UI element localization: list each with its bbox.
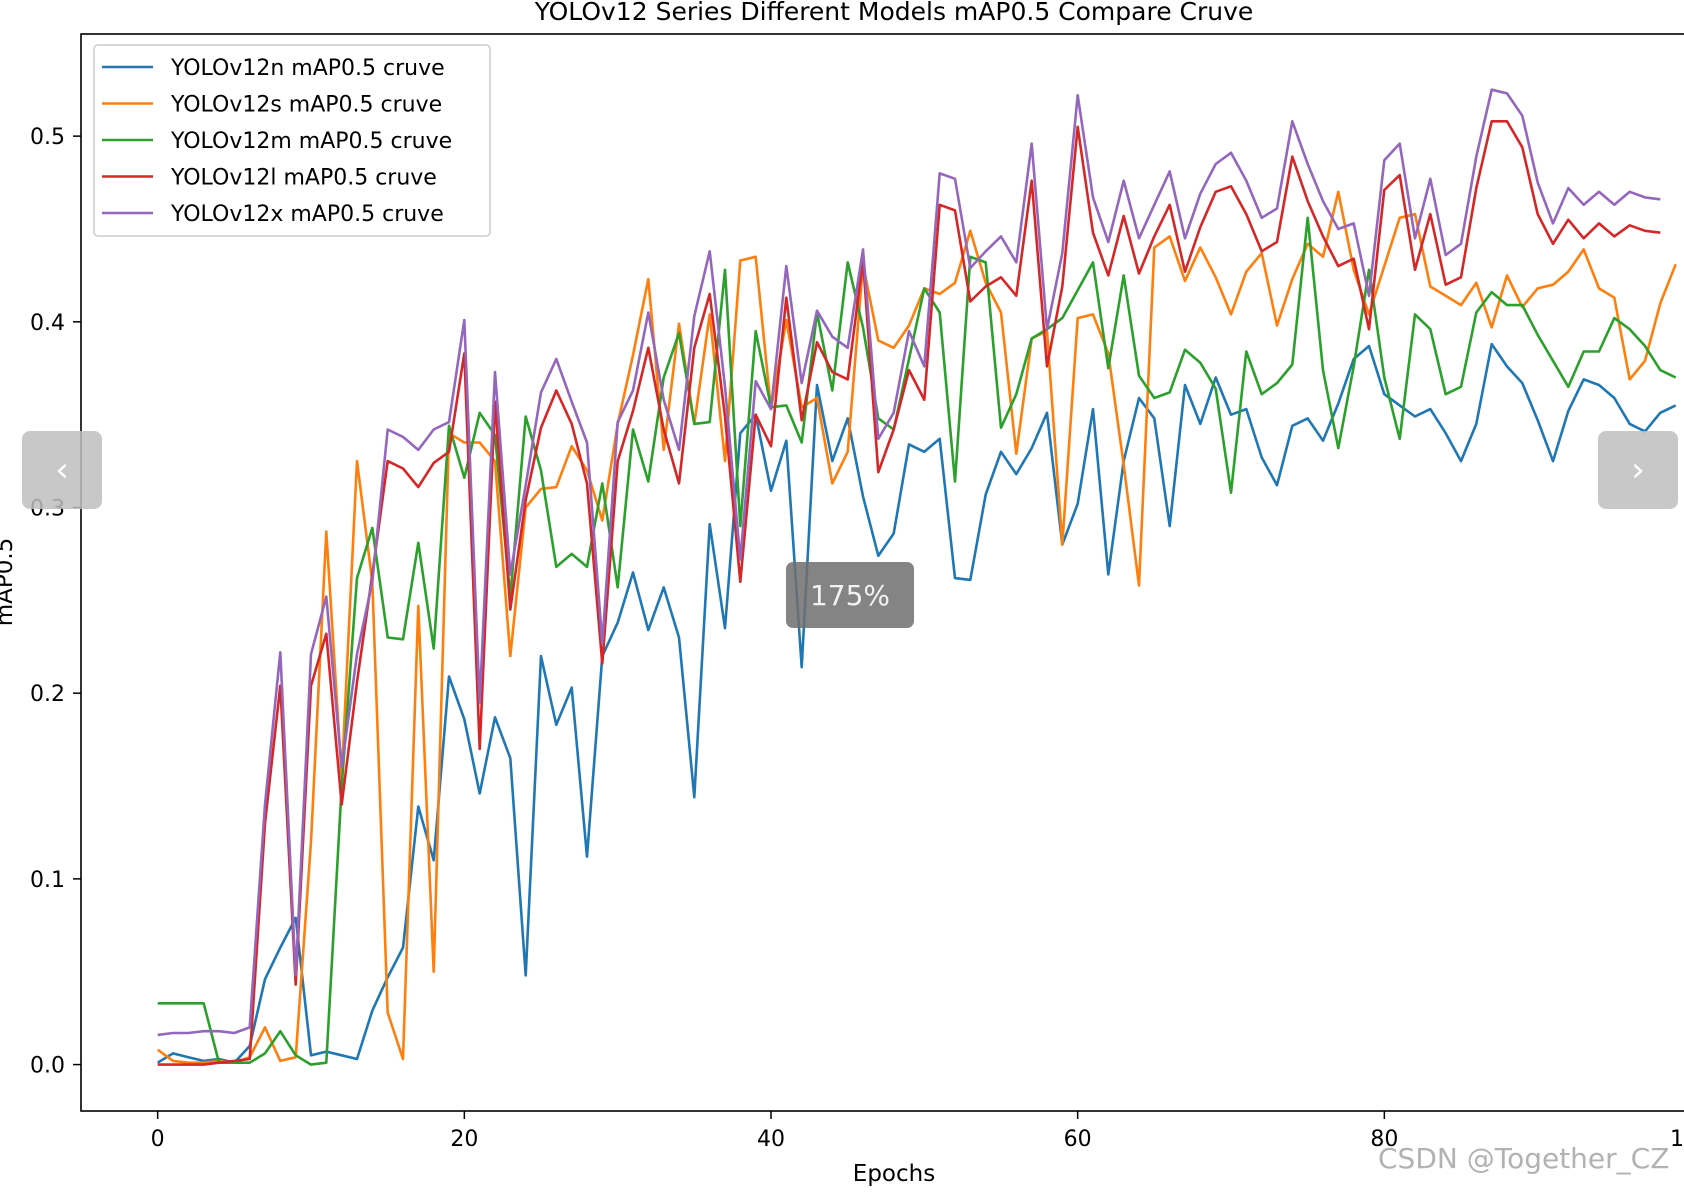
x-tick-label-4: 80 bbox=[1370, 1127, 1398, 1152]
y-tick-label-5: 0.5 bbox=[30, 125, 65, 150]
legend-label-4: YOLOv12x mAP0.5 cruve bbox=[170, 202, 444, 227]
legend-label-1: YOLOv12s mAP0.5 cruve bbox=[170, 93, 442, 118]
x-tick-label-3: 60 bbox=[1064, 1127, 1092, 1152]
y-tick-label-4: 0.4 bbox=[30, 311, 65, 336]
previous-image-button[interactable]: ‹ bbox=[22, 431, 102, 509]
series-line-3 bbox=[157, 120, 1661, 1066]
next-image-button[interactable]: › bbox=[1598, 431, 1678, 509]
legend-label-2: YOLOv12m mAP0.5 cruve bbox=[170, 129, 452, 154]
axis-ticks: 0204060801000.00.10.20.30.40.5 bbox=[30, 125, 1684, 1152]
x-tick-label-0: 0 bbox=[151, 1127, 165, 1152]
plot-area-frame bbox=[80, 33, 1684, 1112]
series-line-2 bbox=[157, 216, 1677, 1066]
x-axis-label: Epochs bbox=[853, 1161, 935, 1187]
legend-label-0: YOLOv12n mAP0.5 cruve bbox=[170, 56, 445, 81]
series-line-4 bbox=[157, 88, 1661, 1037]
series-lines bbox=[156, 88, 1677, 1066]
y-tick-label-2: 0.2 bbox=[30, 682, 65, 707]
legend-label-3: YOLOv12l mAP0.5 cruve bbox=[170, 166, 437, 191]
chevron-left-icon: ‹ bbox=[55, 450, 69, 490]
chart-title: YOLOv12 Series Different Models mAP0.5 C… bbox=[534, 0, 1254, 26]
legend-box bbox=[93, 44, 491, 237]
x-tick-label-1: 20 bbox=[450, 1127, 478, 1152]
y-tick-label-0: 0.0 bbox=[30, 1054, 65, 1079]
legend: YOLOv12n mAP0.5 cruve YOLOv12s mAP0.5 cru… bbox=[93, 44, 491, 237]
watermark: CSDN @Together_CZ bbox=[1378, 1142, 1670, 1175]
series-line-0 bbox=[157, 342, 1677, 1064]
y-tick-label-1: 0.1 bbox=[30, 868, 65, 893]
x-tick-label-5: 100 bbox=[1670, 1127, 1684, 1152]
y-axis-label: mAP0.5 bbox=[0, 538, 18, 627]
x-tick-label-2: 40 bbox=[757, 1127, 785, 1152]
series-line-1 bbox=[156, 190, 1677, 1064]
chevron-right-icon: › bbox=[1631, 450, 1645, 490]
zoom-level-badge: 175% bbox=[786, 562, 914, 628]
